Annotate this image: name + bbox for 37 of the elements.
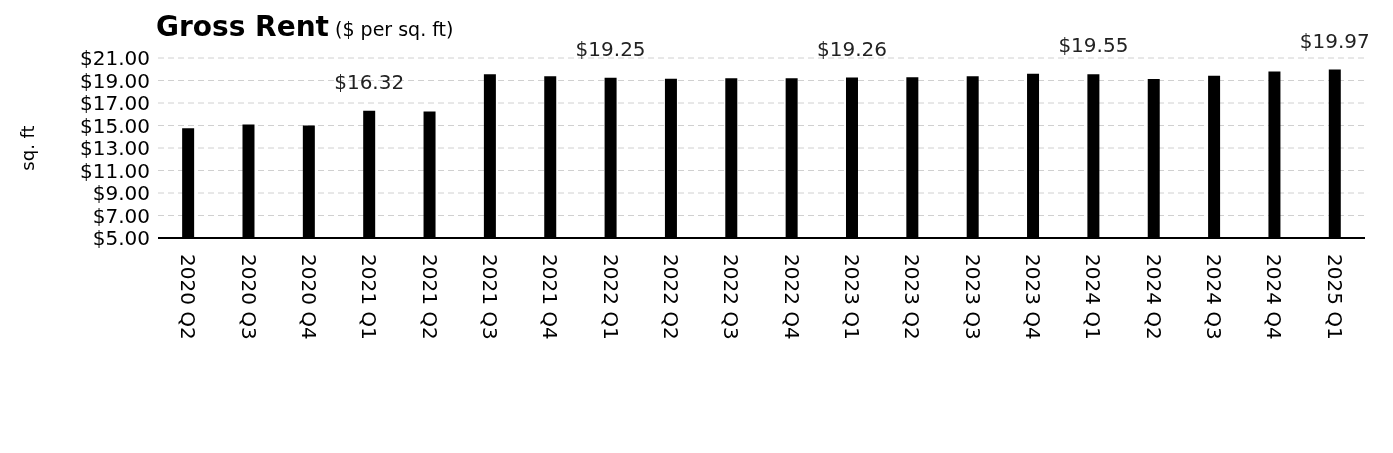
- chart-subtitle: ($ per sq. ft): [334, 18, 454, 40]
- x-tick-label: 2020 Q3: [236, 254, 261, 340]
- y-tick-label: $5.00: [92, 226, 150, 251]
- data-label: $19.26: [817, 36, 887, 61]
- data-label: $16.32: [334, 69, 405, 94]
- y-tick-label: $15.00: [80, 113, 150, 138]
- x-tick-label: 2020 Q4: [296, 254, 321, 340]
- y-tick-label: $19.00: [80, 68, 150, 93]
- y-axis-title: sq. ft: [17, 125, 39, 171]
- x-tick-label: 2023 Q2: [900, 254, 925, 340]
- x-tick-label: 2021 Q1: [357, 254, 382, 340]
- y-tick-label: $21.00: [80, 46, 150, 71]
- x-tick-label: 2024 Q2: [1141, 254, 1166, 340]
- x-tick-label: 2022 Q3: [719, 254, 744, 340]
- x-tick-label: 2024 Q3: [1202, 254, 1227, 340]
- y-tick-label: $17.00: [80, 91, 150, 116]
- x-tick-label: 2024 Q1: [1081, 254, 1106, 340]
- x-tick-label: 2021 Q4: [538, 254, 563, 340]
- y-tick-label: $11.00: [80, 158, 150, 183]
- y-tick-label: $13.00: [80, 136, 150, 161]
- x-tick-label: 2022 Q4: [779, 254, 804, 340]
- x-tick-label: 2025 Q1: [1322, 254, 1347, 340]
- chart-title: Gross Rent: [156, 10, 329, 43]
- y-tick-label: $9.00: [92, 181, 150, 206]
- x-tick-label: 2024 Q4: [1262, 254, 1287, 340]
- x-tick-label: 2020 Q2: [176, 254, 201, 340]
- x-tick-label: 2022 Q1: [598, 254, 623, 340]
- x-tick-label: 2021 Q2: [417, 254, 442, 340]
- data-label: $19.25: [575, 36, 646, 61]
- x-tick-label: 2023 Q1: [840, 254, 865, 340]
- x-tick-label: 2023 Q4: [1021, 254, 1046, 340]
- x-tick-label: 2021 Q3: [477, 254, 502, 340]
- data-label: $19.55: [1058, 33, 1129, 58]
- data-label: $19.97: [1299, 28, 1370, 53]
- y-tick-label: $7.00: [92, 203, 150, 228]
- x-tick-label: 2023 Q3: [960, 254, 985, 340]
- x-tick-label: 2022 Q2: [658, 254, 683, 340]
